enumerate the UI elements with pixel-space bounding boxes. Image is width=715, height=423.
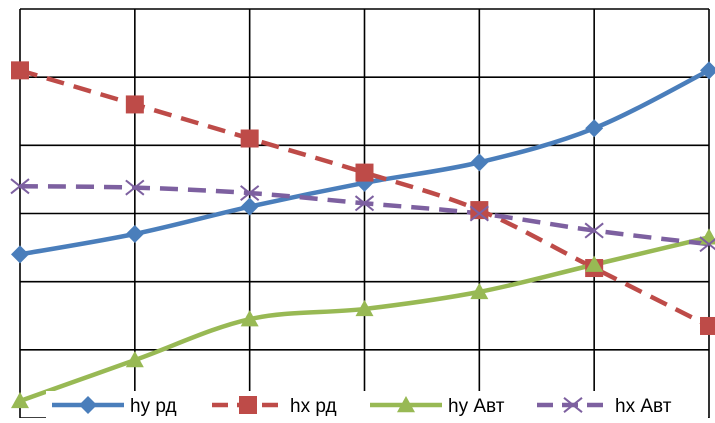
legend-marker-3 bbox=[397, 396, 415, 413]
data-point-series-2 bbox=[125, 95, 144, 114]
data-point-series-2 bbox=[240, 129, 259, 148]
data-point-series-1 bbox=[240, 197, 259, 216]
data-point-series-3 bbox=[125, 351, 144, 368]
data-point-series-2 bbox=[355, 163, 374, 182]
legend-label-2: hx рд bbox=[290, 396, 337, 417]
legend-marker-4 bbox=[563, 397, 583, 413]
data-point-series-3 bbox=[585, 255, 604, 272]
data-point-series-2 bbox=[11, 61, 29, 80]
data-point-series-4 bbox=[699, 236, 715, 253]
data-point-series-1 bbox=[125, 224, 144, 243]
data-point-series-3 bbox=[11, 391, 29, 409]
data-point-series-4 bbox=[10, 178, 30, 195]
data-point-series-4 bbox=[240, 185, 260, 202]
data-point-series-1 bbox=[470, 153, 489, 172]
data-point-series-4 bbox=[354, 195, 375, 212]
legend-label-1: hy рд bbox=[130, 396, 177, 417]
x-marker-stroke bbox=[469, 205, 489, 222]
x-marker-stroke bbox=[699, 238, 715, 253]
data-point-series-3 bbox=[355, 299, 374, 317]
data-point-series-3 bbox=[470, 282, 489, 300]
x-marker-stroke bbox=[563, 397, 583, 413]
x-marker-stroke bbox=[240, 185, 260, 202]
x-marker-stroke bbox=[125, 179, 145, 196]
data-point-series-4 bbox=[469, 205, 489, 222]
data-point-series-2 bbox=[470, 201, 489, 220]
legend-label-4: hx Авт bbox=[615, 396, 672, 417]
data-point-series-1 bbox=[700, 61, 715, 80]
x-marker-stroke bbox=[584, 222, 604, 239]
data-point-series-2 bbox=[700, 316, 715, 335]
data-point-series-4 bbox=[584, 222, 604, 239]
series-markers bbox=[10, 61, 715, 409]
legend: hy рд hx рд hy Авт hx Авт bbox=[46, 391, 708, 418]
data-point-series-1 bbox=[11, 245, 29, 264]
legend-label-3: hy Авт bbox=[448, 396, 505, 417]
x-marker-stroke bbox=[354, 195, 375, 212]
data-point-series-4 bbox=[125, 179, 145, 196]
data-point-series-3 bbox=[240, 310, 259, 327]
data-point-series-1 bbox=[585, 119, 604, 138]
legend-marker-1 bbox=[79, 396, 97, 414]
x-marker-stroke bbox=[10, 178, 30, 195]
gridlines bbox=[19, 8, 710, 419]
legend-marker-2 bbox=[239, 396, 257, 414]
